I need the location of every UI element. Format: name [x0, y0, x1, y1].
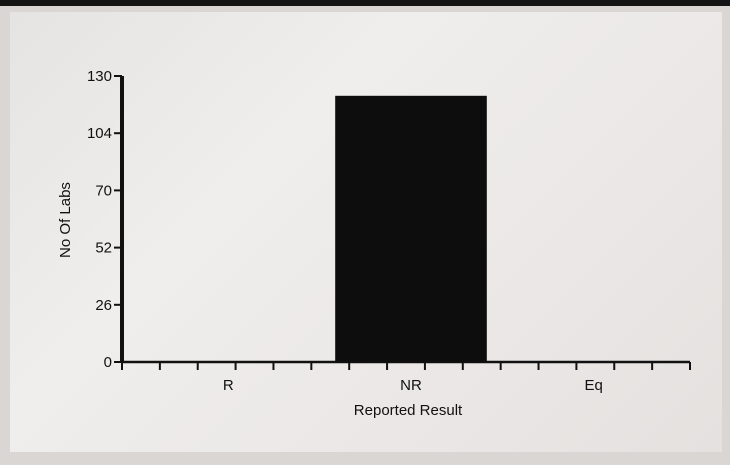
y-tick-label: 104	[87, 125, 112, 142]
y-axis: 0 26 52 70 104 130	[87, 68, 124, 371]
x-category-label: NR	[400, 377, 422, 394]
bars	[335, 95, 487, 363]
x-category-label: Eq	[584, 377, 602, 394]
y-tick-label: 70	[95, 182, 112, 199]
y-tick-label: 52	[95, 240, 112, 257]
x-category-label: R	[223, 377, 234, 394]
y-tick-label: 130	[87, 68, 112, 85]
x-axis-title: Reported Result	[354, 402, 463, 419]
y-axis-title: No Of Labs	[57, 182, 74, 258]
top-border-rule	[0, 0, 730, 6]
y-tick-label: 0	[104, 354, 112, 371]
x-axis: R NR Eq	[121, 360, 691, 394]
bar-nr	[335, 95, 487, 363]
y-tick-label: 26	[95, 297, 112, 314]
